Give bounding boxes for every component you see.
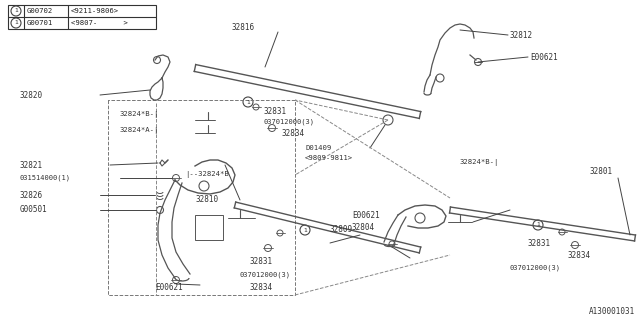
Text: <9211-9806>: <9211-9806>	[71, 8, 119, 14]
Text: 32812: 32812	[510, 30, 533, 39]
Text: D01409: D01409	[305, 145, 332, 151]
Text: <9809-9811>: <9809-9811>	[305, 155, 353, 161]
Text: 1: 1	[303, 228, 307, 233]
Text: 32834: 32834	[568, 252, 591, 260]
FancyBboxPatch shape	[8, 5, 156, 29]
Text: 32826: 32826	[20, 190, 43, 199]
Text: A130001031: A130001031	[589, 308, 635, 316]
Text: 32834: 32834	[282, 129, 305, 138]
Text: 32831: 32831	[528, 238, 551, 247]
Text: 037012000(3): 037012000(3)	[240, 272, 291, 278]
Text: 1: 1	[536, 222, 540, 228]
Text: G00702: G00702	[27, 8, 53, 14]
Text: 1: 1	[246, 100, 250, 105]
Text: 32809: 32809	[330, 226, 353, 235]
Text: E00621: E00621	[352, 211, 380, 220]
Text: 32801: 32801	[590, 167, 613, 177]
Text: 32834: 32834	[250, 284, 273, 292]
Text: 031514000(1): 031514000(1)	[20, 175, 71, 181]
Text: E00621: E00621	[530, 52, 557, 61]
Text: <9807-      >: <9807- >	[71, 20, 128, 26]
Text: 037012000(3): 037012000(3)	[510, 265, 561, 271]
Text: 32824*A-|: 32824*A-|	[120, 126, 159, 133]
Text: 32816: 32816	[232, 23, 255, 33]
Text: 32824*B-|: 32824*B-|	[120, 111, 159, 118]
Text: 037012000(3): 037012000(3)	[263, 119, 314, 125]
Text: 32810: 32810	[195, 196, 218, 204]
Text: 32821: 32821	[20, 161, 43, 170]
Text: 32804: 32804	[352, 223, 375, 233]
Text: G00701: G00701	[27, 20, 53, 26]
Text: |--32824*B: |--32824*B	[185, 172, 228, 179]
Text: 1: 1	[14, 20, 18, 26]
Text: 32820: 32820	[20, 91, 43, 100]
Text: 32831: 32831	[263, 108, 286, 116]
Text: 32824*B-|: 32824*B-|	[460, 158, 499, 165]
Text: E00621: E00621	[155, 284, 183, 292]
Text: G00501: G00501	[20, 205, 48, 214]
Text: 32831: 32831	[250, 258, 273, 267]
Text: 1: 1	[14, 9, 18, 13]
